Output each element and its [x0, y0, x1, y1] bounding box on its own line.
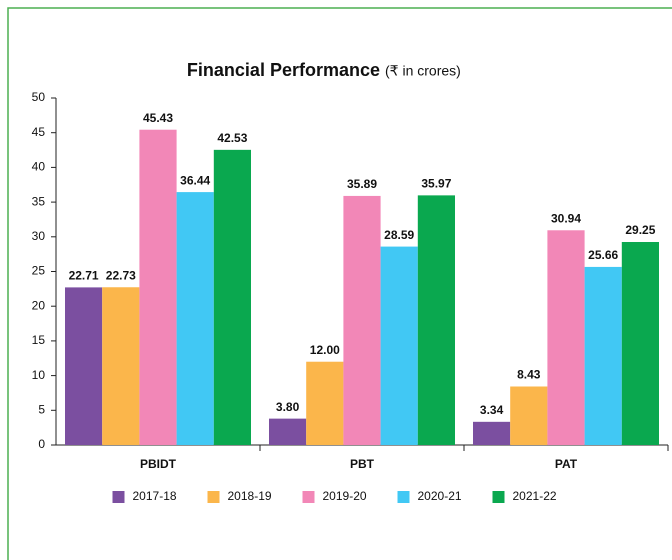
value-label: 22.73: [106, 268, 136, 282]
bar: [380, 246, 418, 445]
value-label: 3.80: [276, 400, 300, 414]
value-label: 25.66: [588, 248, 618, 262]
value-label: 45.43: [143, 111, 173, 125]
x-tick-label: PAT: [555, 457, 578, 471]
bar: [584, 266, 622, 445]
value-label: 30.94: [551, 211, 581, 225]
bar: [343, 195, 381, 445]
bar: [306, 361, 344, 445]
y-tick-label: 20: [32, 298, 46, 312]
legend-swatch: [112, 491, 125, 503]
bar: [139, 129, 177, 445]
value-label: 42.53: [217, 131, 247, 145]
legend-label: 2020-21: [418, 489, 462, 503]
value-label: 35.89: [347, 177, 377, 191]
value-label: 12.00: [310, 343, 340, 357]
legend-swatch: [397, 491, 410, 503]
chart-subtitle: (₹ in crores): [385, 63, 461, 79]
bar: [176, 192, 214, 445]
legend-label: 2018-19: [228, 489, 272, 503]
legend-swatch: [492, 491, 505, 503]
value-label: 29.25: [625, 223, 655, 237]
y-tick-label: 30: [32, 229, 46, 243]
legend-swatch: [207, 491, 220, 503]
bar: [65, 287, 103, 445]
bar: [269, 418, 307, 445]
y-tick-label: 50: [32, 90, 46, 104]
chart-title: Financial Performance: [187, 60, 380, 80]
y-tick-label: 45: [32, 125, 46, 139]
y-tick-label: 0: [38, 437, 45, 451]
y-tick-label: 35: [32, 194, 46, 208]
x-tick-label: PBIDT: [140, 457, 177, 471]
bar: [213, 149, 251, 445]
bar: [547, 230, 585, 445]
legend-label: 2017-18: [133, 489, 177, 503]
value-label: 3.34: [480, 403, 504, 417]
bar: [473, 421, 511, 445]
value-label: 22.71: [69, 269, 99, 283]
y-tick-label: 15: [32, 333, 46, 347]
bar: [102, 287, 140, 445]
frame: [7, 7, 672, 560]
y-tick-label: 5: [38, 402, 45, 416]
value-label: 8.43: [517, 368, 541, 382]
y-tick-label: 10: [32, 368, 46, 382]
y-tick-label: 25: [32, 264, 46, 278]
legend-label: 2019-20: [323, 489, 367, 503]
bar: [417, 195, 455, 445]
legend-label: 2021-22: [513, 489, 557, 503]
value-label: 28.59: [384, 228, 414, 242]
x-tick-label: PBT: [350, 457, 375, 471]
bar: [510, 386, 548, 445]
value-label: 36.44: [180, 173, 210, 187]
y-tick-label: 40: [32, 160, 46, 174]
value-label: 35.97: [421, 177, 451, 191]
legend-swatch: [302, 491, 315, 503]
bar: [621, 242, 659, 445]
